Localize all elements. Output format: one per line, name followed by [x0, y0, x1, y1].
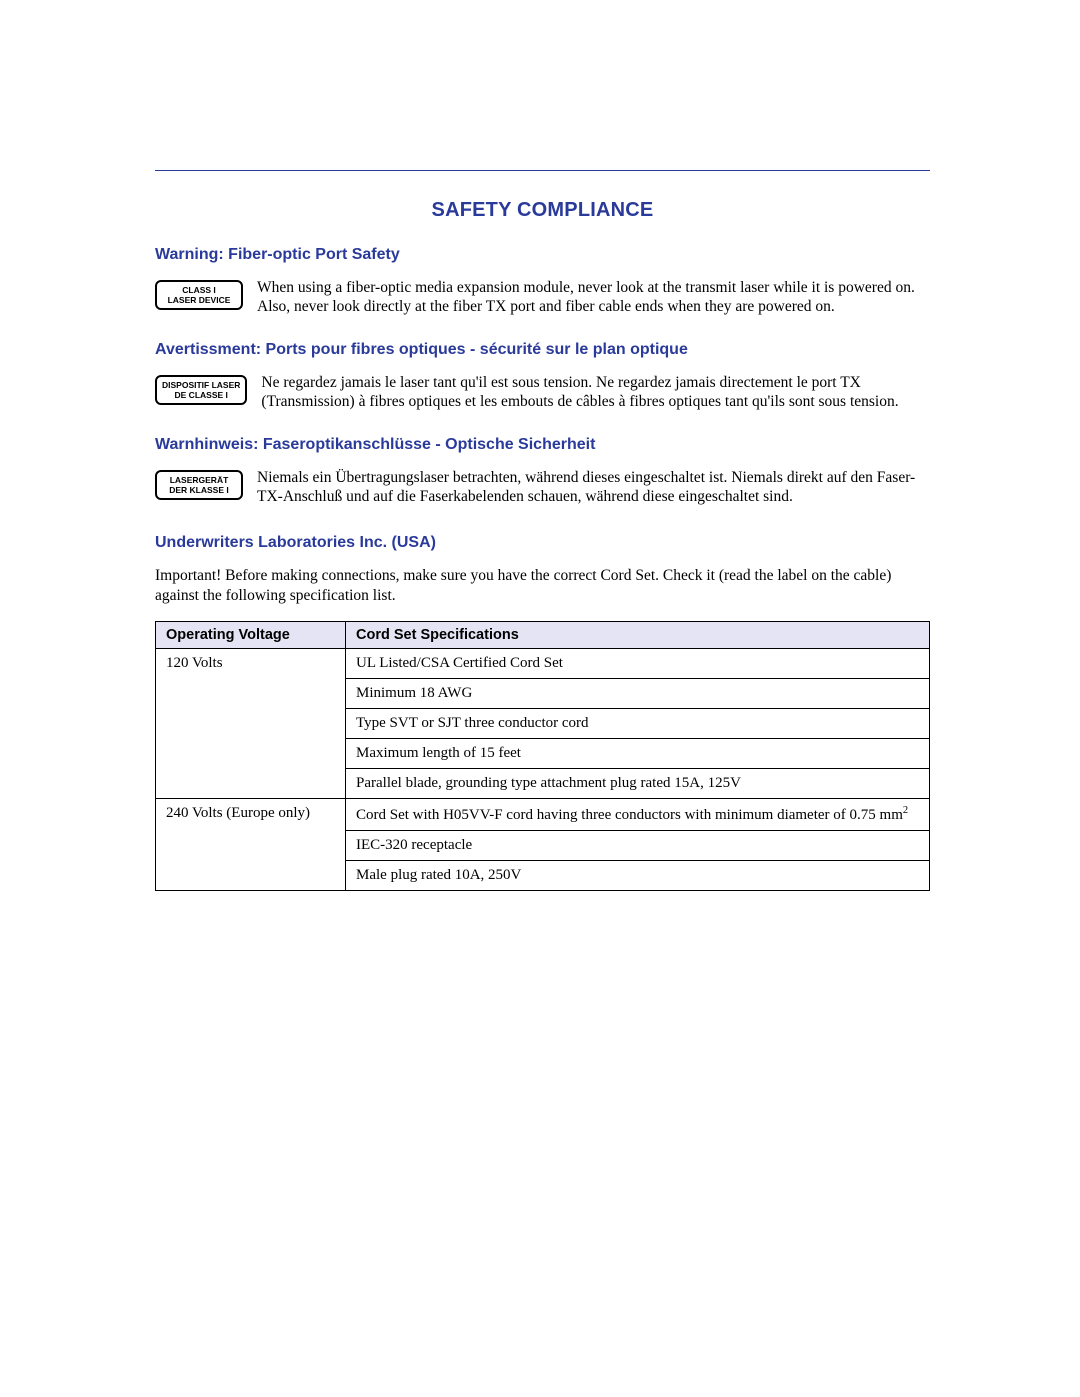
spec-cell: Type SVT or SJT three conductor cord — [346, 708, 930, 738]
table-header-spec: Cord Set Specifications — [346, 621, 930, 648]
warning-text-fr: Ne regardez jamais le laser tant qu'il e… — [261, 373, 930, 412]
laser-badge-de: LASERGERÄT DER KLASSE I — [155, 470, 243, 500]
warning-block-en: CLASS I LASER DEVICE When using a fiber-… — [155, 278, 930, 317]
spec-cell: Parallel blade, grounding type attachmen… — [346, 768, 930, 798]
laser-badge-en: CLASS I LASER DEVICE — [155, 280, 243, 310]
warning-text-en: When using a fiber-optic media expansion… — [257, 278, 930, 317]
voltage-cell-240: 240 Volts (Europe only) — [156, 798, 346, 890]
spec-cell: IEC-320 receptacle — [346, 830, 930, 860]
spec-cell: Male plug rated 10A, 250V — [346, 860, 930, 890]
page-content: SAFETY COMPLIANCE Warning: Fiber-optic P… — [0, 0, 1080, 951]
spec-cell: UL Listed/CSA Certified Cord Set — [346, 648, 930, 678]
header-rule — [155, 170, 930, 171]
section-heading-fr: Avertissment: Ports pour fibres optiques… — [155, 341, 930, 359]
section-heading-de: Warnhinweis: Faseroptikanschlüsse - Opti… — [155, 436, 930, 454]
ul-intro-text: Important! Before making connections, ma… — [155, 566, 930, 606]
cord-spec-table: Operating Voltage Cord Set Specification… — [155, 621, 930, 891]
table-row: 120 Volts UL Listed/CSA Certified Cord S… — [156, 648, 930, 678]
spec-cell: Maximum length of 15 feet — [346, 738, 930, 768]
warning-block-de: LASERGERÄT DER KLASSE I Niemals ein Über… — [155, 468, 930, 507]
table-row: 240 Volts (Europe only) Cord Set with H0… — [156, 798, 930, 830]
laser-badge-fr: DISPOSITIF LASER DE CLASSE I — [155, 375, 247, 405]
table-header-voltage: Operating Voltage — [156, 621, 346, 648]
table-header-row: Operating Voltage Cord Set Specification… — [156, 621, 930, 648]
section-heading-ul: Underwriters Laboratories Inc. (USA) — [155, 534, 930, 552]
spec-cell: Minimum 18 AWG — [346, 678, 930, 708]
section-heading-en: Warning: Fiber-optic Port Safety — [155, 246, 930, 264]
table-body: 120 Volts UL Listed/CSA Certified Cord S… — [156, 648, 930, 890]
warning-text-de: Niemals ein Übertragungslaser betrachten… — [257, 468, 930, 507]
warning-block-fr: DISPOSITIF LASER DE CLASSE I Ne regardez… — [155, 373, 930, 412]
voltage-cell-120: 120 Volts — [156, 648, 346, 798]
spec-cell: Cord Set with H05VV-F cord having three … — [346, 798, 930, 830]
main-title: SAFETY COMPLIANCE — [155, 199, 930, 222]
